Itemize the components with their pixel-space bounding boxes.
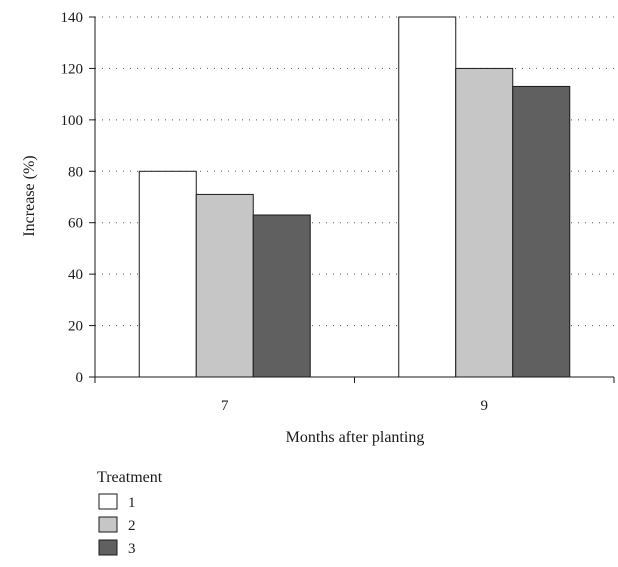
- y-tick-label: 80: [68, 164, 83, 180]
- legend-title: Treatment: [97, 469, 163, 486]
- legend-label-3: 3: [128, 541, 136, 557]
- y-tick-label: 0: [76, 370, 84, 386]
- y-tick-label: 120: [61, 61, 84, 77]
- bars: [138, 16, 571, 378]
- bar-series-3-month-7: [252, 214, 311, 378]
- legend-swatch-2: [98, 516, 118, 533]
- bar-series-2-month-7: [195, 193, 254, 378]
- legend-swatch-3: [98, 539, 118, 556]
- bar-series-1-month-7: [138, 170, 197, 378]
- y-axis-label: Increase (%): [21, 155, 38, 236]
- bar-series-3-month-9: [512, 85, 571, 378]
- gridlines: [95, 16, 614, 327]
- x-axis-label: Months after planting: [286, 429, 425, 446]
- y-tick-labels: 0 20 40 60 80 100 120 140: [61, 10, 84, 386]
- legend: 1 2 3: [98, 493, 136, 557]
- legend-label-2: 2: [128, 518, 136, 534]
- x-tick-label: 7: [221, 398, 229, 414]
- y-tick-label: 40: [68, 267, 83, 283]
- y-tick-label: 20: [68, 319, 83, 335]
- legend-label-1: 1: [128, 495, 136, 511]
- bar-series-2-month-9: [455, 67, 514, 378]
- y-tick-label: 60: [68, 216, 83, 232]
- y-tick-label: 100: [61, 113, 84, 129]
- legend-swatch-1: [98, 493, 118, 510]
- bar-series-1-month-9: [398, 16, 457, 378]
- y-tick-label: 140: [61, 10, 84, 26]
- x-tick-label: 9: [481, 398, 489, 414]
- axes: [89, 16, 615, 383]
